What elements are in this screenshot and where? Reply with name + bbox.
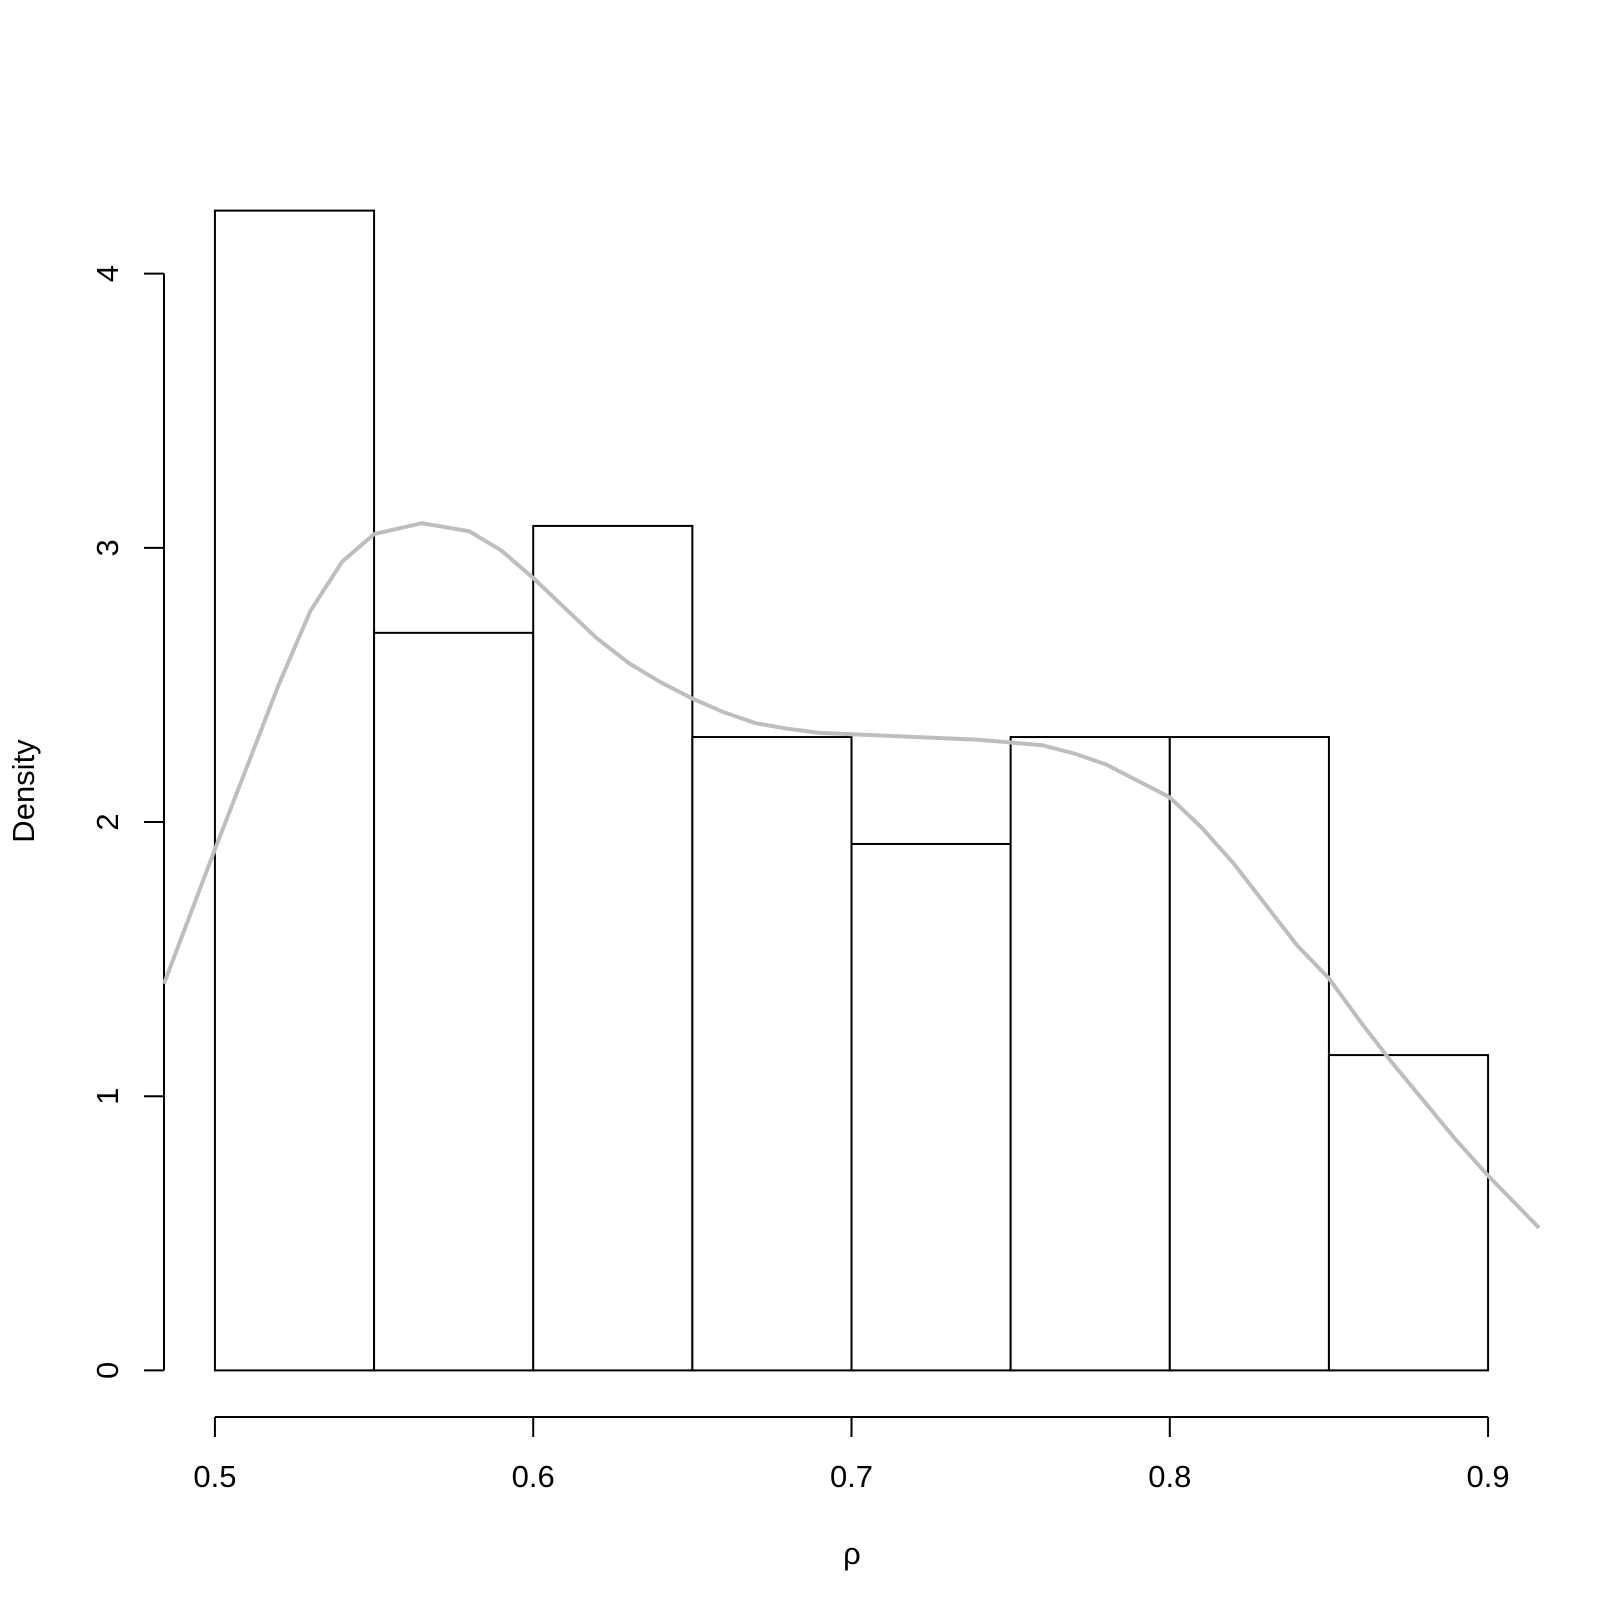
histogram-bar bbox=[1168, 736, 1330, 1372]
x-tick-label: 0.7 bbox=[830, 1459, 873, 1494]
x-axis-label: ρ bbox=[843, 1536, 861, 1571]
x-tick-label: 0.5 bbox=[193, 1459, 236, 1494]
histogram-bar bbox=[1327, 1054, 1490, 1372]
y-tick-label: 0 bbox=[90, 1362, 125, 1379]
histogram-bar bbox=[373, 631, 535, 1372]
histogram-bar bbox=[213, 209, 376, 1372]
x-tick-label: 0.8 bbox=[1148, 1459, 1191, 1494]
density-curve bbox=[162, 521, 1541, 1230]
x-tick-label: 0.9 bbox=[1467, 1459, 1510, 1494]
y-tick-label: 4 bbox=[90, 265, 125, 282]
histogram-bar bbox=[1009, 736, 1171, 1372]
y-tick-label: 1 bbox=[90, 1088, 125, 1105]
histogram-bar bbox=[691, 736, 853, 1372]
y-tick-label: 3 bbox=[90, 539, 125, 556]
y-tick-label: 2 bbox=[90, 813, 125, 830]
y-axis-label: Density bbox=[6, 739, 41, 843]
x-tick-label: 0.6 bbox=[512, 1459, 555, 1494]
histogram-bar bbox=[532, 524, 694, 1372]
histogram-bar bbox=[850, 842, 1012, 1372]
